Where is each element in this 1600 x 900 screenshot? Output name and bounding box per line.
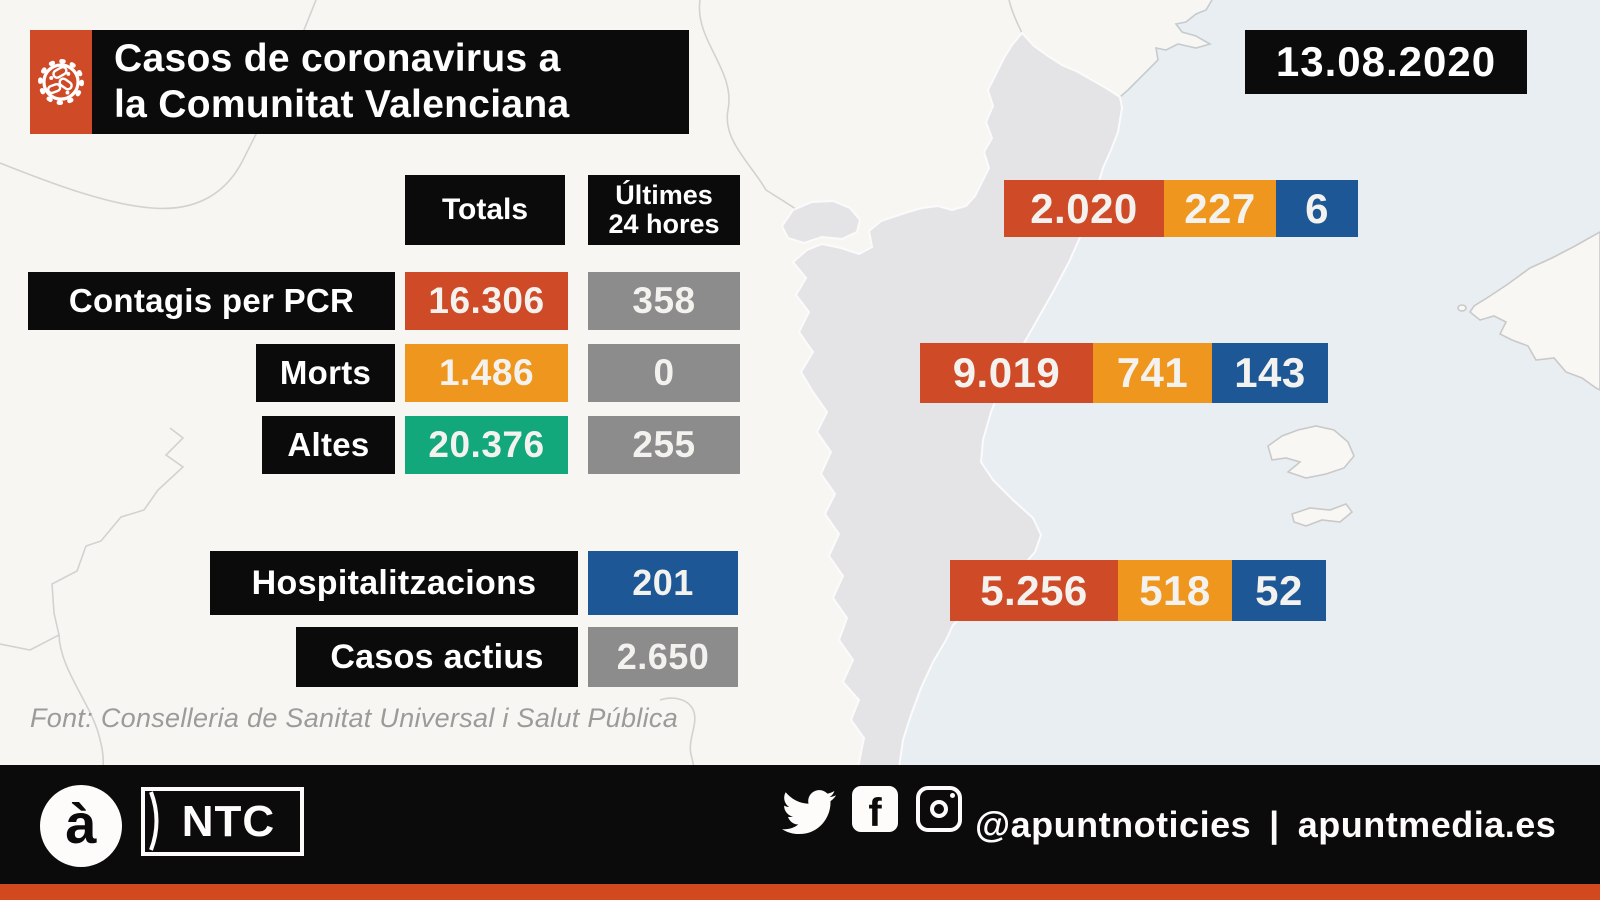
island-ibiza: [1267, 425, 1355, 479]
map-stat-bottom-hospitalized: 52: [1232, 560, 1326, 621]
social-line: @apuntnoticies | apuntmedia.es: [975, 765, 1556, 884]
title-line-1: Casos de coronavirus a: [114, 36, 561, 80]
region-ademuz-exclave: [780, 199, 862, 245]
map-stat-top-hospitalized: 6: [1276, 180, 1358, 237]
last24-header-line1: Últimes: [615, 179, 713, 210]
map-stat-top-deaths: 227: [1164, 180, 1276, 237]
value-altes-total: 20.376: [405, 416, 568, 474]
value-contagis-total: 16.306: [405, 272, 568, 330]
map-stat-top-cases: 2.020: [1004, 180, 1164, 237]
social-separator: |: [1269, 803, 1280, 845]
row-label-altes: Altes: [262, 416, 395, 474]
page-title: Casos de coronavirus a la Comunitat Vale…: [92, 30, 689, 134]
row-label-casos-actius: Casos actius: [296, 627, 578, 687]
twitter-icon: [782, 790, 836, 835]
islands: [1267, 231, 1600, 527]
island-mallorca: [1468, 231, 1600, 391]
ntc-logo-swoosh: [149, 791, 159, 851]
island-formentera: [1291, 503, 1354, 527]
column-header-totals: Totals: [405, 175, 565, 245]
map-stat-bottom-cases: 5.256: [950, 560, 1118, 621]
apunt-logo: à: [40, 785, 122, 867]
title-line-2: la Comunitat Valenciana: [114, 83, 570, 126]
last24-header-line2: 24 hores: [608, 209, 720, 239]
source-attribution: Font: Conselleria de Sanitat Universal i…: [30, 703, 679, 733]
ntc-logo-text: NTC: [181, 796, 276, 846]
value-morts-total: 1.486: [405, 344, 568, 402]
islet: [1457, 304, 1467, 312]
value-contagis-last24: 358: [588, 272, 740, 330]
instagram-icon: [916, 786, 962, 832]
map-stat-middle-hospitalized: 143: [1212, 343, 1328, 403]
facebook-icon: f: [852, 786, 898, 832]
value-casos-actius: 2.650: [588, 627, 738, 687]
row-label-morts: Morts: [256, 344, 395, 402]
instagram-lens: [930, 800, 948, 818]
column-header-last24: Últimes 24 hores: [588, 175, 740, 245]
website-url: apuntmedia.es: [1297, 803, 1557, 845]
map-stat-middle-deaths: 741: [1093, 343, 1212, 403]
value-hospitalitzacions: 201: [588, 551, 738, 615]
coastline-north: [1119, 0, 1213, 98]
facebook-f: f: [868, 791, 882, 832]
virus-icon: [38, 59, 84, 105]
virus-icon-box: [30, 30, 92, 134]
map-stat-bottom-deaths: 518: [1118, 560, 1232, 621]
instagram-dot: [950, 793, 955, 798]
map-stat-middle-cases: 9.019: [920, 343, 1093, 403]
value-altes-last24: 255: [588, 416, 740, 474]
row-label-hospitalitzacions: Hospitalitzacions: [210, 551, 578, 615]
totals-header-label: Totals: [441, 192, 529, 226]
ntc-logo: NTC: [141, 787, 304, 856]
footer-accent-stripe: [0, 884, 1600, 900]
row-label-contagis-pcr: Contagis per PCR: [28, 272, 395, 330]
apunt-logo-letter: à: [65, 791, 97, 855]
date-badge: 13.08.2020: [1245, 30, 1527, 94]
social-handle: @apuntnoticies: [975, 803, 1252, 845]
value-morts-last24: 0: [588, 344, 740, 402]
